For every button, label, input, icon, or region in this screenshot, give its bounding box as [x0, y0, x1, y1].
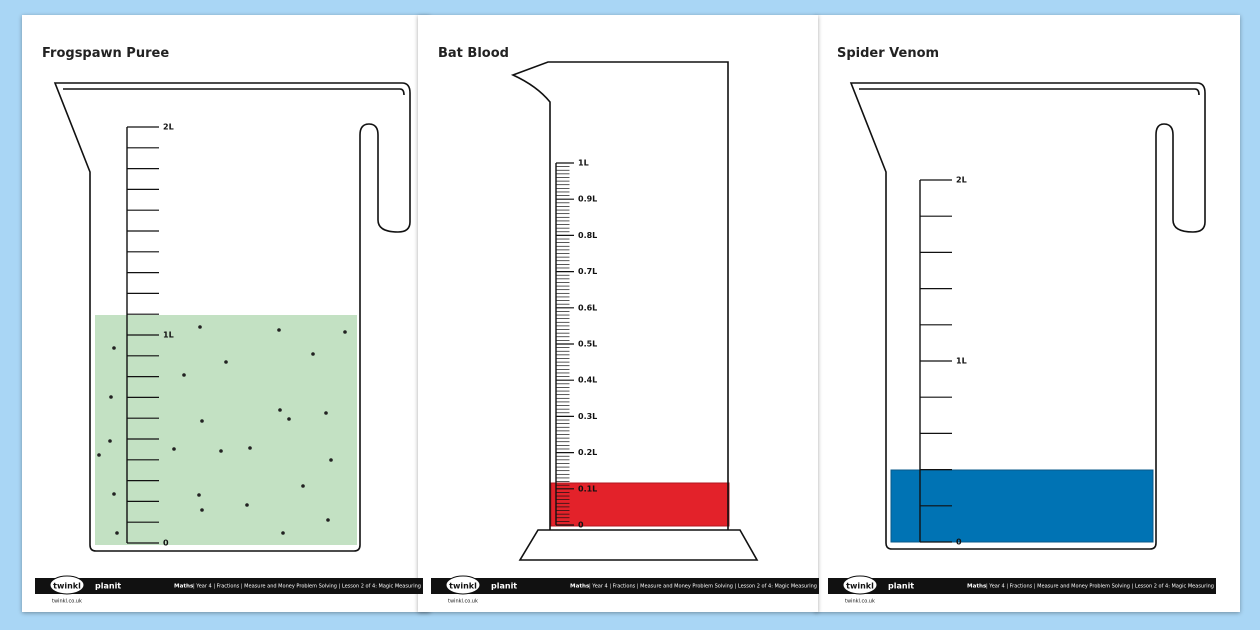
scale-label: 0.3L: [578, 412, 597, 421]
subject: Maths: [570, 584, 590, 590]
dot: [245, 503, 249, 507]
scale-label: 0.7L: [578, 267, 597, 276]
footer: twinkl planit twinkl.co.uk Maths | Year 4 | …: [431, 575, 819, 605]
scale-label: 0.8L: [578, 231, 597, 240]
scale-label: 1L: [163, 331, 174, 340]
dot: [248, 446, 252, 450]
footer-text: | Year 4 | Fractions | Measure and Money…: [589, 584, 817, 590]
dot: [329, 458, 333, 462]
dot: [97, 453, 101, 457]
scale-label: 0.9L: [578, 195, 597, 204]
dot: [112, 346, 116, 350]
scale-label: 0.2L: [578, 448, 597, 457]
dot: [197, 493, 201, 497]
site: twinkl.co.uk: [448, 599, 478, 605]
sheet-title: Spider Venom: [837, 46, 939, 61]
dot: [278, 408, 282, 412]
footer-text: | Year 4 | Fractions | Measure and Money…: [986, 584, 1214, 590]
jug-outline: [53, 82, 411, 552]
sheet: Bat Blood: [418, 15, 818, 612]
dot: [182, 373, 186, 377]
logo: twinkl: [449, 582, 477, 591]
scale-label: 1L: [578, 159, 589, 168]
logo-badge: [49, 575, 85, 595]
scale-label: 0: [578, 521, 584, 530]
brand: planit: [491, 582, 517, 591]
liquid: [95, 315, 357, 545]
scale-label: 0: [956, 538, 962, 547]
liquid: [550, 482, 730, 527]
scale-label: 0.5L: [578, 340, 597, 349]
footer-bar: [431, 578, 819, 594]
subject: Maths: [174, 584, 194, 590]
jug-outline: [849, 82, 1206, 550]
footer-text: | Year 4 | Fractions | Measure and Money…: [193, 584, 421, 590]
dot: [112, 492, 116, 496]
scale-label: 0.4L: [578, 376, 597, 385]
dot: [115, 531, 119, 535]
site: twinkl.co.uk: [845, 599, 875, 605]
dot: [198, 325, 202, 329]
scale-label: 0.1L: [578, 484, 597, 493]
footer: twinkl planit twinkl.co.uk Maths | Year 4 | …: [35, 575, 423, 605]
site: twinkl.co.uk: [52, 599, 82, 605]
dot: [277, 328, 281, 332]
dot: [311, 352, 315, 356]
dot: [109, 395, 113, 399]
dot: [200, 508, 204, 512]
dot: [301, 484, 305, 488]
sheet-title: Frogspawn Puree: [42, 46, 169, 61]
dot: [224, 360, 228, 364]
dot: [343, 330, 347, 334]
sheet: Frogspawn Puree: [22, 15, 430, 612]
scale-label: 2L: [956, 176, 967, 185]
logo-badge: [842, 575, 878, 595]
scale-label: 1L: [956, 357, 967, 366]
scale-label: 0.6L: [578, 303, 597, 312]
dot: [172, 447, 176, 451]
dot: [219, 449, 223, 453]
sheet: Spider Venom: [815, 15, 1240, 612]
dot: [324, 411, 328, 415]
footer: twinkl planit twinkl.co.uk Maths | Year 4 | …: [828, 575, 1216, 605]
dot: [287, 417, 291, 421]
dot: [326, 518, 330, 522]
footer-bar: [35, 578, 423, 594]
scale-label: 0: [163, 539, 169, 548]
dot: [200, 419, 204, 423]
sheet-title: Bat Blood: [438, 46, 509, 61]
brand: planit: [888, 582, 914, 591]
cylinder-outline: [510, 61, 759, 561]
logo: twinkl: [53, 582, 81, 591]
brand: planit: [95, 582, 121, 591]
logo-badge: [445, 575, 481, 595]
logo: twinkl: [846, 582, 874, 591]
dot: [108, 439, 112, 443]
scale-label: 2L: [163, 123, 174, 132]
subject: Maths: [967, 584, 987, 590]
frogspawn: [97, 325, 347, 535]
dot: [281, 531, 285, 535]
footer-bar: [828, 578, 1216, 594]
